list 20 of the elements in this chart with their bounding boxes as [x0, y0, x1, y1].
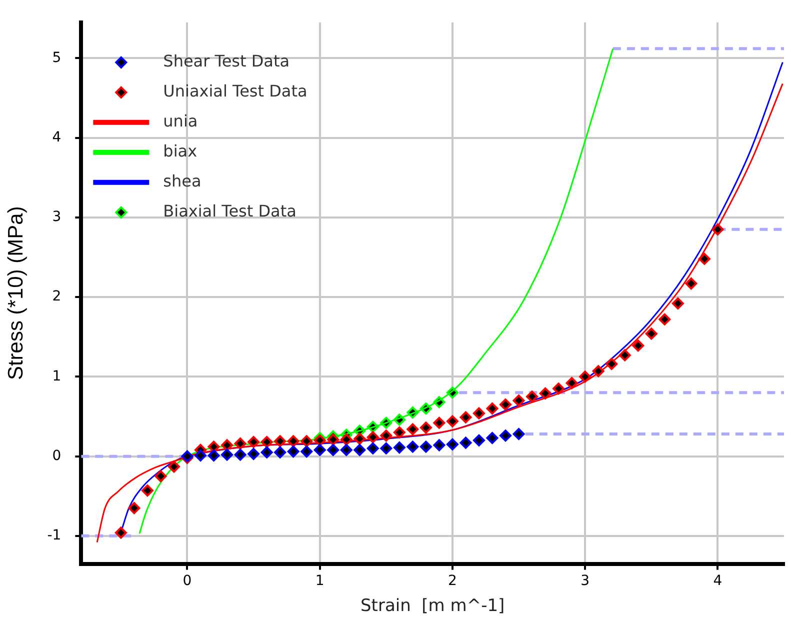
legend-label: unia	[163, 112, 198, 131]
y-tick-label: 3	[52, 209, 62, 226]
legend-label: shea	[163, 172, 202, 191]
legend-label: Biaxial Test Data	[163, 202, 296, 221]
y-tick-label: 1	[52, 368, 62, 384]
y-tick-label: 0	[52, 448, 62, 464]
x-tick-label: 4	[713, 572, 722, 589]
x-tick-label: 0	[182, 572, 192, 589]
x-tick-label: 2	[448, 572, 457, 589]
y-tick-label: 4	[52, 129, 62, 146]
x-axis-title: Strain [m m^-1]	[360, 596, 505, 616]
legend-label: Uniaxial Test Data	[163, 82, 308, 101]
y-tick-label: -1	[47, 528, 62, 544]
x-tick-label: 3	[580, 572, 590, 589]
legend-label: Shear Test Data	[163, 52, 290, 71]
y-tick-label: 2	[52, 288, 62, 305]
y-tick-label: 5	[52, 50, 62, 66]
y-axis-title: Stress (*10) (MPa)	[4, 206, 28, 380]
legend-label: biax	[163, 142, 198, 161]
x-tick-label: 1	[315, 572, 324, 589]
